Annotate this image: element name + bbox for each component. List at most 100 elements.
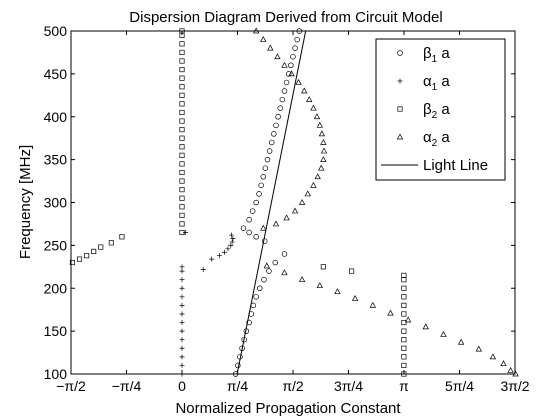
y-tick-label: 350 [44, 152, 68, 168]
circle-point [285, 71, 292, 77]
square-point [401, 328, 407, 334]
triangle-point [272, 220, 280, 227]
series-4 [253, 27, 519, 377]
square-point [179, 101, 185, 107]
legend-square-swatch [397, 106, 403, 112]
triangle-point [260, 224, 267, 231]
circle-point [249, 208, 256, 214]
circle-point [240, 225, 247, 231]
plus-point [179, 362, 185, 368]
triangle-point [316, 121, 323, 128]
square-point [179, 178, 185, 184]
plus-point [179, 345, 185, 351]
triangle-point [313, 113, 321, 120]
circle-point [261, 276, 267, 283]
triangle-point [500, 360, 507, 367]
circle-point [288, 62, 294, 69]
plus-point [209, 256, 215, 262]
square-point [179, 41, 185, 47]
square-point [179, 152, 185, 158]
triangle-point [304, 190, 311, 197]
legend-label: α2 a [423, 129, 450, 149]
y-tick-label: 400 [44, 109, 68, 125]
plus-point [179, 354, 185, 360]
square-point [76, 256, 83, 262]
circle-point [268, 139, 275, 146]
circle-point [290, 53, 296, 60]
square-point [69, 259, 76, 266]
light-line [236, 30, 307, 375]
triangle-point [320, 147, 328, 154]
triangle-point [298, 198, 306, 205]
legend-entry: β2 a [397, 101, 450, 121]
triangle-point [281, 61, 288, 68]
legend-label: β2 a [423, 101, 450, 121]
axes: −π/2 −π/4 0 π/4 π/2 3π/4 π 5π/4 3π/2 100 150 200 250… [44, 23, 530, 394]
triangle-point [369, 301, 376, 308]
triangle-point [320, 138, 327, 145]
square-point [401, 272, 407, 278]
legend-plus-swatch [397, 78, 403, 84]
circle-point [292, 45, 298, 51]
square-point [179, 49, 185, 55]
y-tick-label: 200 [44, 280, 68, 296]
x-tick-label: 3π/2 [500, 378, 529, 394]
square-point [401, 320, 407, 326]
square-point [179, 58, 185, 64]
series-3 [69, 28, 407, 377]
x-tick-label: π [399, 378, 409, 394]
triangle-point [507, 367, 514, 373]
plus-point [179, 285, 185, 291]
legend-entry: Light Line [381, 157, 488, 174]
triangle-point [404, 316, 412, 323]
legend-label: α1 a [423, 73, 450, 93]
chart-title: Dispersion Diagram Derived from Circuit … [129, 9, 442, 26]
square-point [401, 294, 407, 300]
square-point [91, 248, 97, 254]
x-tick-label: π/2 [282, 378, 304, 394]
series-2 [179, 230, 236, 377]
plus-point [228, 242, 234, 248]
square-point [349, 268, 355, 274]
y-tick-label: 250 [44, 237, 68, 253]
circle-point [258, 182, 264, 189]
triangle-point [318, 164, 325, 171]
square-point [179, 195, 185, 201]
triangle-point [318, 130, 326, 137]
circle-point [246, 216, 252, 223]
triangle-point [274, 53, 281, 60]
square-point [84, 253, 90, 259]
plus-point [179, 320, 185, 326]
square-point [179, 67, 185, 73]
triangle-point [314, 173, 321, 180]
circle-point [235, 362, 241, 369]
square-point [179, 84, 185, 90]
series-5 [236, 30, 307, 375]
triangle-point [253, 27, 260, 34]
circle-point [232, 371, 239, 377]
square-point [179, 161, 185, 167]
legend-entry: β1 a [397, 45, 450, 65]
square-point [179, 221, 185, 227]
x-axis-label: Normalized Propagation Constant [175, 400, 401, 417]
triangle-point [263, 262, 270, 269]
plus-point [179, 311, 185, 317]
circle-point [256, 285, 263, 292]
triangle-point [422, 323, 429, 330]
circle-point [272, 259, 279, 266]
plus-point [179, 294, 185, 300]
plus-point [230, 236, 236, 242]
circle-point [277, 105, 283, 111]
legend-entry: α1 a [397, 73, 450, 93]
square-point [401, 345, 407, 351]
triangle-point [310, 104, 317, 111]
square-point [179, 187, 185, 193]
plus-point [179, 277, 185, 283]
circle-point [281, 88, 288, 94]
triangle-point [291, 207, 299, 214]
square-point [401, 302, 407, 308]
x-tick-label: 3π/4 [334, 378, 363, 394]
square-point [179, 212, 185, 218]
square-point [179, 92, 185, 98]
triangle-point [306, 96, 313, 102]
